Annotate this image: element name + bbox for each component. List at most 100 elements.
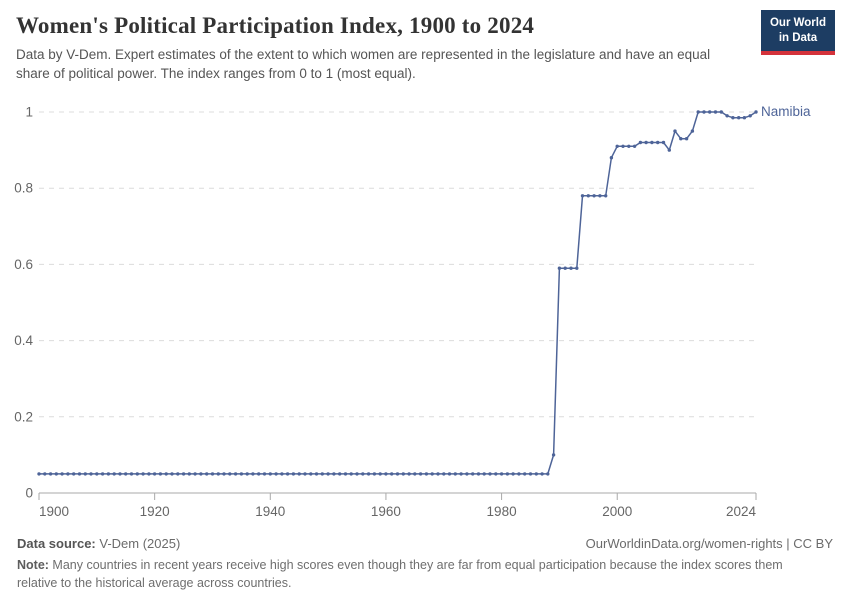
data-point <box>326 472 330 476</box>
data-point <box>181 472 186 476</box>
data-point <box>37 472 41 476</box>
data-point <box>48 472 53 476</box>
line-chart: 0 0.2 0.4 0.6 0.8 1 1900 1920 1940 1960 1980 2000 2… <box>14 104 811 519</box>
owid-logo: Our World in Data <box>760 10 835 55</box>
series-namibia <box>37 110 758 476</box>
data-point <box>656 140 660 145</box>
data-point <box>338 472 342 476</box>
owid-url-link[interactable]: OurWorldinData.org/women-rights | CC BY <box>585 536 833 551</box>
data-point <box>343 472 348 476</box>
data-point <box>436 472 440 476</box>
data-point <box>332 472 336 476</box>
data-point <box>418 472 423 476</box>
data-point <box>309 472 313 476</box>
data-point <box>679 137 683 141</box>
entity-label: Namibia <box>761 104 811 119</box>
x-tick-label: 2000 <box>602 504 632 519</box>
data-point <box>366 472 371 476</box>
data-point <box>517 472 521 476</box>
chart-note-label: Note: <box>17 558 49 572</box>
data-point <box>690 129 695 133</box>
data-point <box>592 194 596 198</box>
data-point <box>95 472 99 476</box>
data-point <box>135 472 139 476</box>
data-point <box>118 472 122 476</box>
data-point <box>54 472 58 476</box>
data-point <box>112 472 116 476</box>
data-point <box>598 194 602 198</box>
data-point <box>482 472 486 476</box>
data-point <box>447 472 452 476</box>
data-point <box>193 472 197 476</box>
data-point <box>378 472 382 476</box>
data-point <box>725 114 729 118</box>
y-tick-label: 1 <box>25 105 33 120</box>
data-point <box>106 472 111 476</box>
data-point <box>205 472 209 476</box>
y-tick-label: 0 <box>25 486 33 501</box>
chart-title: Women's Political Participation Index, 1… <box>16 13 535 38</box>
data-point <box>280 472 284 476</box>
data-point <box>684 137 689 141</box>
chart-subtitle: Data by V-Dem. Expert estimates of the e… <box>16 47 711 81</box>
chart-note: Note: Many countries in recent years rec… <box>17 557 807 593</box>
data-point <box>89 472 93 476</box>
data-point <box>430 472 434 476</box>
data-point <box>615 144 619 148</box>
data-point <box>737 116 741 120</box>
data-point <box>210 472 215 476</box>
data-point <box>124 472 128 476</box>
data-source-value: V-Dem (2025) <box>95 536 181 551</box>
data-point <box>523 472 527 476</box>
data-point <box>563 266 567 270</box>
owid-logo-line1: Our World <box>769 17 826 29</box>
data-point <box>395 472 400 476</box>
data-point <box>314 472 319 476</box>
data-point <box>141 472 145 476</box>
data-point <box>164 472 168 476</box>
data-point <box>274 472 278 476</box>
y-tick-label: 0.2 <box>14 409 33 424</box>
y-axis: 0 0.2 0.4 0.6 0.8 1 <box>14 105 33 501</box>
y-tick-label: 0.4 <box>14 333 33 348</box>
data-point <box>303 472 307 476</box>
data-point <box>251 472 255 476</box>
data-point <box>528 472 533 476</box>
data-point <box>245 472 249 476</box>
x-tick-label: 1920 <box>140 504 170 519</box>
data-point <box>505 472 510 476</box>
chart-note-text: Many countries in recent years receive h… <box>17 558 783 590</box>
namibia-line <box>39 111 757 475</box>
data-point <box>748 114 752 118</box>
data-point <box>702 110 706 114</box>
y-tick-label: 0.6 <box>14 257 33 272</box>
data-point <box>158 472 163 476</box>
data-point <box>644 140 648 145</box>
x-tick-label: 1960 <box>371 504 401 519</box>
data-point <box>129 472 134 476</box>
data-point <box>471 472 475 476</box>
data-point <box>320 472 324 476</box>
data-point <box>627 144 631 148</box>
data-point <box>199 472 203 476</box>
data-point <box>216 472 220 476</box>
data-point <box>650 140 654 145</box>
data-point <box>586 194 590 198</box>
x-tick-label: 1940 <box>255 504 285 519</box>
data-source-label: Data source: <box>17 536 96 551</box>
data-point <box>708 110 712 114</box>
data-point <box>43 472 47 476</box>
data-point <box>361 472 365 476</box>
owid-logo-line2: in Data <box>778 31 818 44</box>
data-point <box>754 110 758 114</box>
data-point <box>713 110 718 114</box>
data-point <box>604 194 608 198</box>
data-point <box>222 472 226 476</box>
data-point <box>407 472 411 476</box>
data-point <box>494 472 498 476</box>
data-point <box>511 472 515 476</box>
data-point <box>540 472 544 476</box>
data-point <box>170 472 174 476</box>
data-point <box>100 472 105 476</box>
data-point <box>667 148 671 152</box>
